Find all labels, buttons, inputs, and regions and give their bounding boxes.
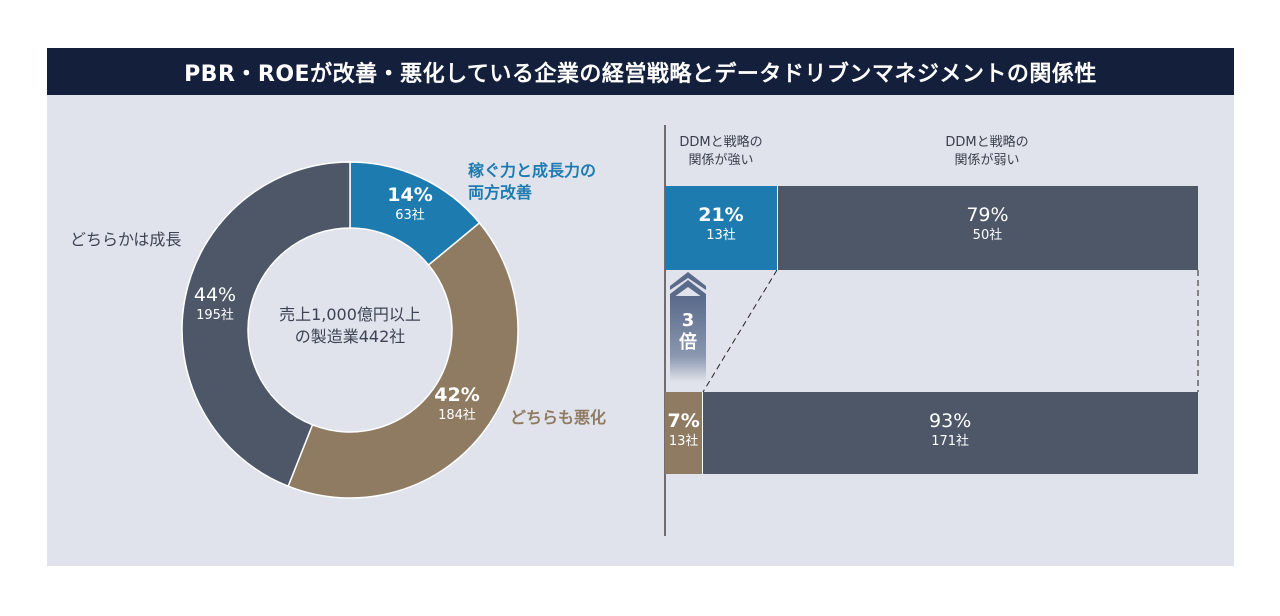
donut-slice-growth — [181, 161, 351, 488]
donut-label-worse: 42% 184社 — [417, 384, 497, 424]
center-label-line2: の製造業442社 — [294, 327, 406, 347]
bar-worse-strong-percent: 7% — [667, 410, 700, 432]
bar-label-worse-weak: 93% 171社 — [702, 410, 1198, 450]
outer-label-growth: どちらかは成長 — [70, 230, 182, 249]
outer-label-improve-line2: 両方改善 — [468, 183, 533, 203]
multiplier-unit: 倍 — [679, 331, 697, 353]
outer-label-improve-line1: 稼ぐ力と成長力の — [468, 161, 597, 180]
bar-improve-strong-count: 13社 — [706, 227, 736, 243]
col-header-weak-line1: DDMと戦略の — [945, 135, 1029, 150]
donut-center-label: 売上1,000億円以上 の製造業442社 — [250, 304, 450, 349]
improve-percent: 14% — [387, 184, 433, 206]
worse-count: 184社 — [438, 407, 476, 423]
donut-label-improve: 14% 63社 — [370, 184, 450, 224]
multiplier-label: 3 倍 — [670, 310, 706, 353]
col-header-strong-line1: DDMと戦略の — [679, 135, 763, 150]
outer-label-improve: 稼ぐ力と成長力の 両方改善 — [468, 160, 596, 205]
bar-worse-strong — [665, 392, 703, 474]
bar-improve-weak-count: 50社 — [972, 227, 1003, 243]
bar-worse-strong-count: 13社 — [668, 433, 699, 449]
center-label-line1: 売上1,000億円以上 — [279, 305, 421, 324]
col-header-strong-line2: 関係が強い — [688, 152, 754, 168]
bar-improve-strong — [665, 186, 777, 270]
bar-worse-weak-percent: 93% — [929, 410, 972, 432]
chart-title-text: PBR・ROEが改善・悪化している企業の経営戦略とデータドリブンマネジメントの関… — [184, 61, 1097, 87]
connector-left — [702, 269, 778, 393]
col-header-weak-line2: 関係が弱い — [954, 152, 1020, 168]
donut-slice-worse — [287, 221, 519, 499]
bar-improve-weak-percent: 79% — [966, 204, 1009, 226]
bar-worse-weak — [702, 392, 1198, 474]
chart-title: PBR・ROEが改善・悪化している企業の経営戦略とデータドリブンマネジメントの関… — [47, 48, 1234, 95]
bar-label-improve-weak: 79% 50社 — [777, 204, 1198, 244]
multiplier-arrow-shaft — [670, 296, 706, 382]
bar-improve-weak — [776, 186, 1198, 270]
multiplier-arrow-head-icon — [670, 280, 706, 300]
bar-label-worse-strong: 7% 13社 — [665, 410, 702, 450]
multiplier-number: 3 — [681, 310, 695, 331]
worse-percent: 42% — [434, 384, 480, 406]
bar-label-improve-strong: 21% 13社 — [665, 204, 777, 244]
col-header-strong: DDMと戦略の 関係が強い — [665, 134, 777, 169]
multiplier-arrow-head-2-icon — [670, 272, 706, 290]
col-header-weak: DDMと戦略の 関係が弱い — [887, 134, 1087, 169]
growth-percent: 44% — [193, 284, 237, 306]
growth-count: 195社 — [196, 307, 234, 323]
bar-improve-strong-percent: 21% — [698, 204, 744, 226]
improve-count: 63社 — [395, 207, 425, 223]
bar-worse-weak-count: 171社 — [931, 433, 970, 449]
outer-label-worse: どちらも悪化 — [510, 408, 607, 427]
donut-label-growth: 44% 195社 — [175, 284, 255, 324]
